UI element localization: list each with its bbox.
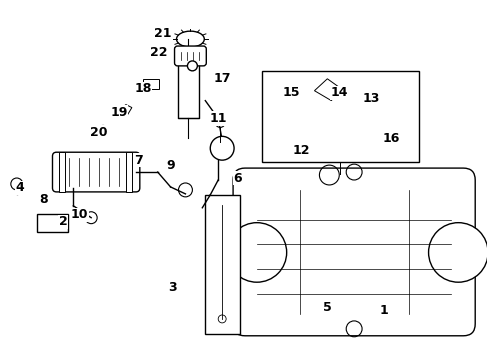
Text: 20: 20 — [90, 126, 108, 139]
Text: 3: 3 — [168, 281, 177, 294]
Text: 8: 8 — [39, 193, 48, 206]
FancyBboxPatch shape — [52, 152, 140, 192]
Text: 19: 19 — [110, 106, 127, 119]
Bar — [37, 214, 68, 231]
Text: 11: 11 — [209, 112, 226, 125]
Polygon shape — [116, 105, 132, 117]
Text: 17: 17 — [213, 72, 230, 85]
Circle shape — [187, 61, 197, 71]
Text: 2: 2 — [59, 215, 68, 228]
Bar — [262, 71, 418, 162]
Text: 14: 14 — [330, 86, 347, 99]
Bar — [205, 195, 240, 334]
Text: 6: 6 — [233, 171, 242, 185]
Text: 15: 15 — [282, 86, 300, 99]
FancyBboxPatch shape — [174, 46, 206, 66]
Text: 10: 10 — [70, 208, 88, 221]
Circle shape — [427, 223, 487, 282]
Polygon shape — [314, 79, 341, 100]
Bar — [142, 79, 158, 89]
Text: 13: 13 — [362, 92, 379, 105]
Text: 9: 9 — [166, 159, 175, 172]
Text: 18: 18 — [134, 82, 151, 95]
Text: 1: 1 — [379, 305, 387, 318]
Text: 7: 7 — [134, 154, 143, 167]
Text: 4: 4 — [15, 181, 24, 194]
Bar — [60, 152, 65, 192]
Text: 21: 21 — [154, 27, 171, 40]
Bar — [175, 55, 201, 63]
Text: 22: 22 — [150, 46, 167, 59]
FancyBboxPatch shape — [233, 168, 474, 336]
Bar — [177, 63, 199, 118]
Text: 12: 12 — [292, 144, 310, 157]
Circle shape — [210, 136, 234, 160]
Text: 5: 5 — [322, 301, 331, 314]
Bar — [126, 152, 132, 192]
Text: 16: 16 — [382, 132, 399, 145]
Circle shape — [226, 223, 286, 282]
